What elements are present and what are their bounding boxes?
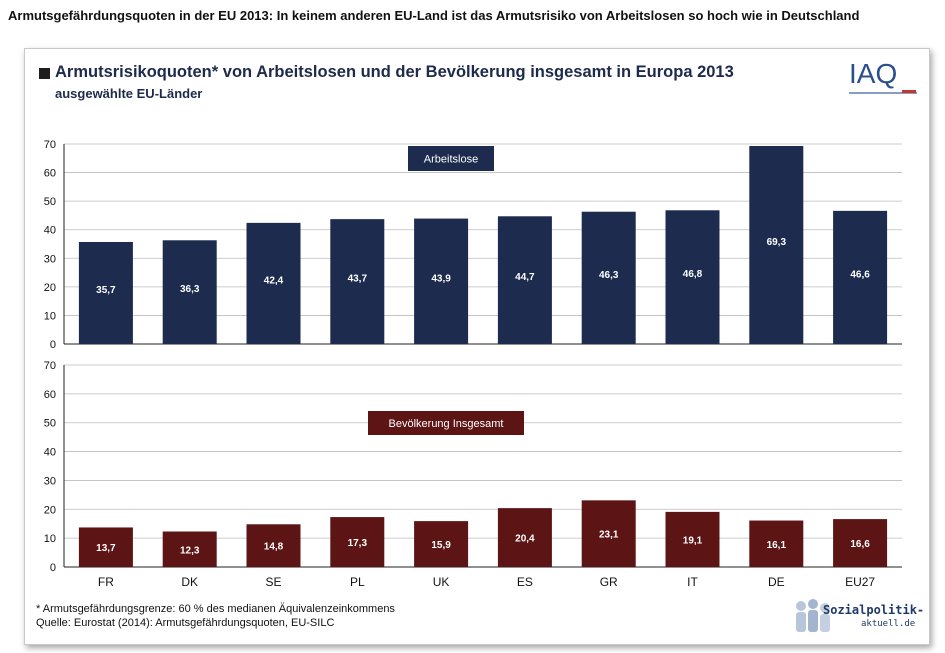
x-category-label: UK [433,575,450,589]
bar [581,211,636,344]
bar-value-label: 36,3 [180,284,200,295]
bar [414,218,469,344]
bar-value-label: 42,4 [264,275,284,286]
x-category-label: ES [517,575,533,589]
y-tick-label: 10 [44,310,56,322]
x-category-label: GR [600,575,618,589]
sozialpolitik-logo-graphic [796,599,830,632]
bar-value-label: 46,6 [850,269,870,280]
series-label: Arbeitslose [424,154,478,166]
y-tick-label: 70 [44,360,56,372]
x-category-label: IT [687,575,698,589]
footnote: * Armutsgefährdungsgrenze: 60 % des medi… [36,602,395,630]
brand-name: Sozialpolitik- [823,603,925,617]
footnote-definition: * Armutsgefährdungsgrenze: 60 % des medi… [36,603,395,615]
page-title: Armutsgefährdungsquoten in der EU 2013: … [8,8,860,23]
bar [665,210,720,344]
y-tick-label: 60 [44,389,56,401]
bar [330,517,385,567]
x-category-label: PL [350,575,365,589]
bar-value-label: 16,1 [767,540,787,551]
y-tick-label: 40 [44,225,56,237]
bar [162,240,217,344]
y-tick-label: 20 [44,282,56,294]
bar [246,524,301,567]
x-category-label: DE [768,575,785,589]
x-category-label: SE [265,575,281,589]
y-tick-label: 70 [44,139,56,151]
bar [581,500,636,567]
bar-value-label: 46,3 [599,270,619,281]
bar-value-label: 13,7 [96,543,116,554]
bar-value-label: 23,1 [599,530,619,541]
x-category-label: FR [98,575,114,589]
bar [497,216,552,344]
iaq-logo: IAQ [849,58,898,89]
bar-value-label: 16,6 [850,539,870,550]
bar-value-label: 15,9 [431,540,451,551]
bar-value-label: 43,9 [431,273,451,284]
bar-value-label: 17,3 [348,538,368,549]
bar [749,146,804,344]
chart-subtitle: ausgewählte EU-Länder [55,86,203,101]
bar [833,210,888,344]
footnote-source: Quelle: Eurostat (2014): Armutsgefährdun… [36,617,335,629]
logo-underline [849,92,917,94]
bar [330,219,385,344]
bar-value-label: 12,3 [180,545,200,556]
bar-value-label: 20,4 [515,534,535,545]
title-marker [39,68,50,79]
bar-value-label: 46,8 [683,269,703,280]
bar [78,242,133,344]
y-tick-label: 50 [44,196,56,208]
logo-accent [902,90,916,93]
bar [749,520,804,567]
y-tick-label: 0 [50,562,56,574]
x-category-label: DK [181,575,198,589]
bar-value-label: 14,8 [264,542,284,553]
y-tick-label: 20 [44,504,56,516]
bar [162,531,217,567]
series-label-box [368,411,524,435]
bar-value-label: 19,1 [683,535,703,546]
y-tick-label: 30 [44,475,56,487]
y-tick-label: 10 [44,533,56,545]
y-tick-label: 0 [50,339,56,351]
bar-value-label: 69,3 [767,237,787,248]
y-tick-label: 40 [44,447,56,459]
chart-title: Armutsrisikoquoten* von Arbeitslosen und… [55,63,734,81]
y-tick-label: 60 [44,168,56,180]
brand-domain: aktuell.de [861,619,916,629]
y-tick-label: 30 [44,253,56,265]
x-category-label: EU27 [845,575,875,589]
bar [665,511,720,567]
bar [833,519,888,567]
series-label: Bevölkerung Insgesamt [389,418,504,430]
series-label-box [408,146,494,171]
bar [414,521,469,567]
bar [497,508,552,567]
bar [246,222,301,344]
bar-value-label: 43,7 [348,274,368,285]
y-tick-label: 50 [44,418,56,430]
bar [78,527,133,567]
bar-value-label: 44,7 [515,272,535,283]
bar-value-label: 35,7 [96,285,116,296]
